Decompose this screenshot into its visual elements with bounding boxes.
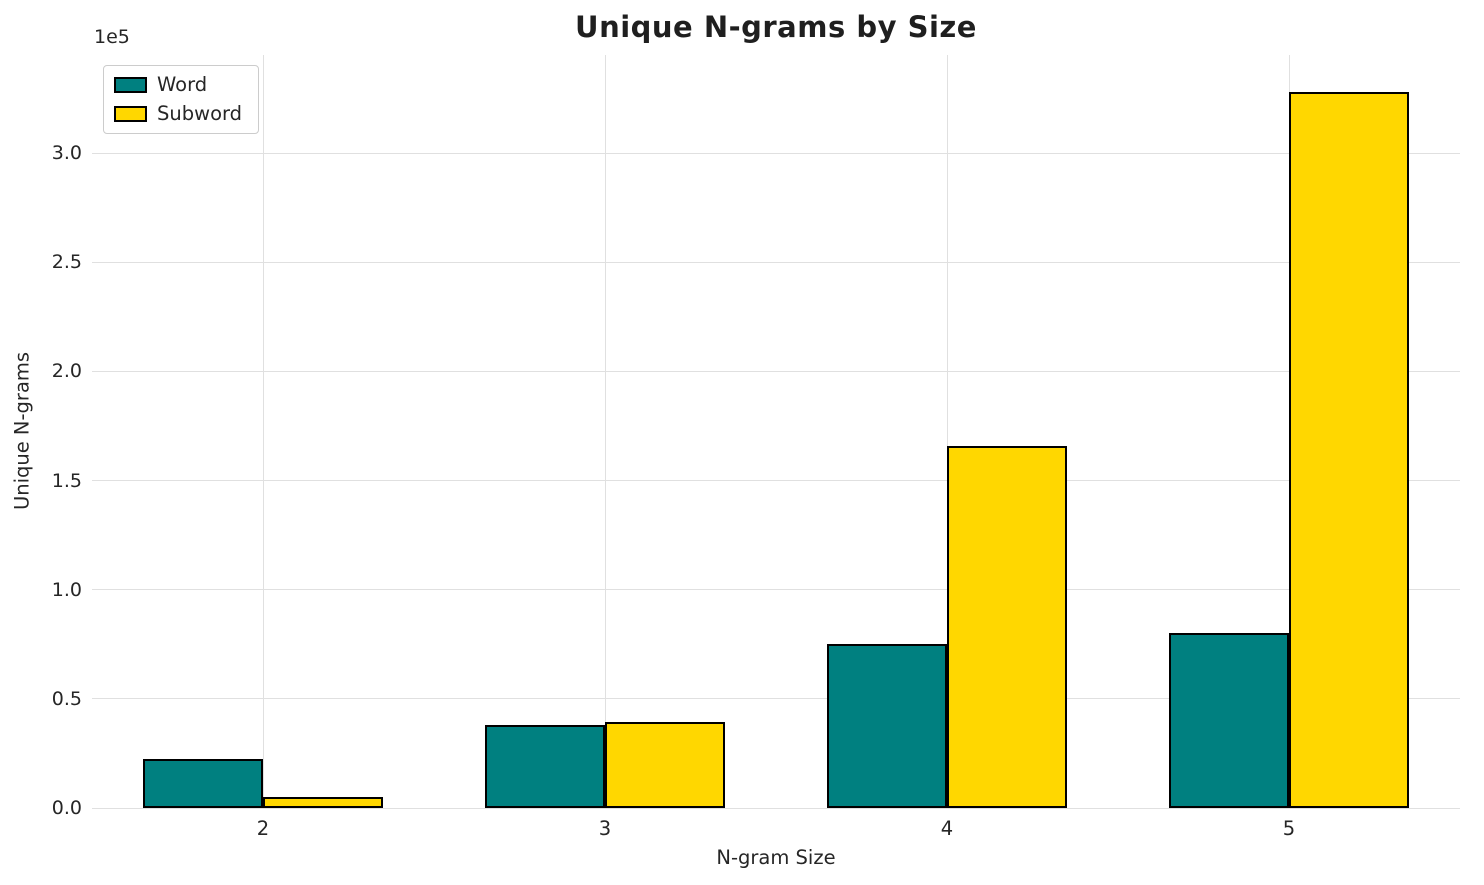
bar-subword-5	[1289, 92, 1409, 808]
gridline-vertical	[262, 55, 264, 808]
y-tick-label: 2.5	[51, 251, 82, 274]
legend-label: Subword	[157, 102, 243, 126]
gridline-horizontal	[92, 152, 1460, 154]
y-tick-label: 1.0	[51, 578, 82, 601]
gridline-horizontal	[92, 261, 1460, 263]
legend-label: Word	[157, 73, 208, 96]
word-swatch	[114, 76, 147, 93]
legend-entry-subword: Subword	[114, 102, 243, 126]
legend: Word Subword	[103, 65, 260, 134]
y-tick-label: 3.0	[51, 142, 82, 165]
x-tick-label: 2	[256, 817, 270, 840]
bar-word-4	[827, 644, 947, 808]
gridline-horizontal	[92, 698, 1460, 700]
chart-title: Unique N-grams by Size	[575, 10, 977, 44]
gridline-horizontal	[92, 807, 1460, 809]
gridline-horizontal	[92, 589, 1460, 591]
x-tick-label: 5	[1282, 817, 1296, 840]
x-axis-label: N-gram Size	[716, 846, 836, 869]
bar-subword-3	[605, 721, 725, 808]
y-axis-offset-label: 1e5	[94, 26, 130, 48]
plot-area: Word Subword	[92, 55, 1460, 809]
gridline-vertical	[604, 55, 606, 808]
gridline-horizontal	[92, 480, 1460, 482]
x-tick-label: 3	[598, 817, 612, 840]
bar-subword-2	[263, 797, 383, 808]
y-tick-label: 0.5	[51, 687, 82, 710]
gridline-vertical	[946, 55, 948, 808]
y-tick-label: 0.0	[51, 797, 82, 819]
bars	[92, 55, 1460, 808]
x-tick-label: 4	[940, 817, 954, 840]
subword-swatch	[114, 106, 147, 123]
y-tick-label: 1.5	[51, 469, 82, 492]
bar-word-5	[1169, 633, 1289, 808]
bar-word-2	[143, 758, 263, 808]
y-tick-label: 2.0	[51, 360, 82, 383]
bar-word-3	[485, 725, 605, 808]
bar-subword-4	[947, 445, 1067, 808]
legend-entry-word: Word	[114, 74, 242, 95]
gridline-horizontal	[92, 370, 1460, 372]
